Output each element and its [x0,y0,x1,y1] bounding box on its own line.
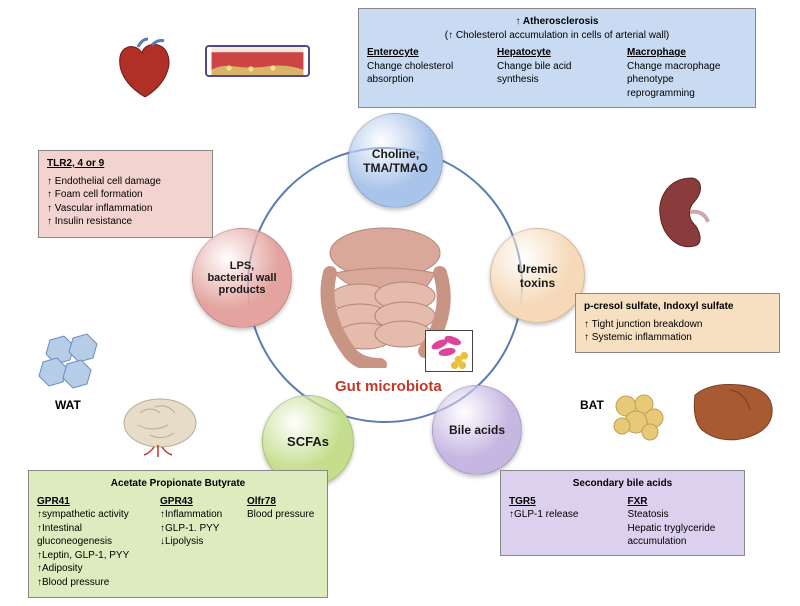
col-line: reprogramming [627,87,747,101]
col-title: GPR41 [37,495,154,509]
col-line: ↑Blood pressure [37,576,154,590]
col-line: ↑GLP-1 release [509,508,618,522]
col-line: Steatosis [628,508,737,522]
col-title: Enterocyte [367,46,487,60]
col-line: Change cholesterol [367,60,487,74]
box-line: Endothelial cell damage [47,175,204,189]
node-uremic: Uremictoxins [490,228,585,323]
col-title: TGR5 [509,495,618,509]
box-line: Vascular inflammation [47,202,204,216]
node-label: Uremictoxins [517,262,558,290]
col-line: ↑sympathetic activity [37,508,154,522]
heart-icon [110,35,180,105]
col-line: accumulation [628,535,737,549]
col-title: FXR [628,495,737,509]
microbes-inset [425,330,473,372]
col-line: ↑GLP-1. PYY [160,522,241,536]
center-label: Gut microbiota [335,378,442,395]
col-title: GPR43 [160,495,241,509]
col-line: Change macrophage [627,60,747,74]
node-label: Choline,TMA/TMAO [363,147,428,175]
col-line: ↑Intestinal gluconeogenesis [37,522,154,549]
col-line: ↑Leptin, GLP-1, PYY [37,549,154,563]
box-subheader: (↑ Cholesterol accumulation in cells of … [367,29,747,43]
node-label: LPS,bacterial wallproducts [207,260,276,296]
col-line: Change bile acid [497,60,617,74]
node-bile: Bile acids [432,385,522,475]
node-label: Bile acids [449,423,505,437]
col-title: Olfr78 [247,495,319,509]
box-header: Acetate Propionate Butyrate [37,477,319,491]
wat-fat-icon [35,330,105,390]
liver-icon [690,380,775,445]
col-line: Blood pressure [247,508,319,522]
box-uremic: p-cresol sulfate, Indoxyl sulfate Tight … [575,293,780,353]
col-line: absorption [367,73,487,87]
box-line: Foam cell formation [47,188,204,202]
box-header: p-cresol sulfate, Indoxyl sulfate [584,300,771,314]
col-title: Macrophage [627,46,747,60]
kidney-icon [650,170,710,255]
node-choline: Choline,TMA/TMAO [348,113,443,208]
bat-fat-icon [612,392,667,442]
col-line: ↑Adiposity [37,562,154,576]
col-title: Hepatocyte [497,46,617,60]
box-lps: TLR2, 4 or 9 Endothelial cell damage Foa… [38,150,213,238]
col-line: synthesis [497,73,617,87]
box-header: Secondary bile acids [509,477,736,491]
node-label: SCFAs [287,434,329,449]
blood-vessel-icon [205,45,310,77]
box-line: Tight junction breakdown [584,318,771,332]
label-wat: WAT [55,398,81,412]
box-header: ↑ Atherosclerosis [516,16,599,27]
box-title: TLR2, 4 or 9 [47,157,204,171]
box-bile: Secondary bile acids TGR5 ↑GLP-1 release… [500,470,745,556]
box-scfa: Acetate Propionate Butyrate GPR41 ↑sympa… [28,470,328,598]
box-line: Insulin resistance [47,215,204,229]
box-line: Systemic inflammation [584,331,771,345]
col-line: ↓Lipolysis [160,535,241,549]
label-bat: BAT [580,398,604,412]
box-choline: ↑ Atherosclerosis (↑ Cholesterol accumul… [358,8,756,108]
col-line: Hepatic tryglyceride [628,522,737,536]
brain-icon [120,395,200,460]
node-lps: LPS,bacterial wallproducts [192,228,292,328]
col-line: phenotype [627,73,747,87]
col-line: ↑Inflammation [160,508,241,522]
